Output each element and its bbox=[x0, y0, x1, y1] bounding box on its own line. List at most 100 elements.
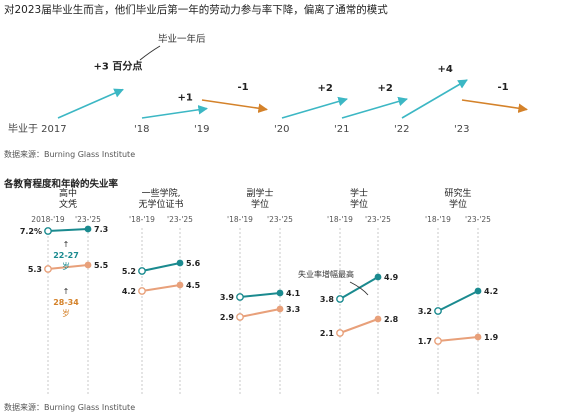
value-label-start: 2.9 bbox=[220, 313, 235, 322]
series-line bbox=[339, 276, 379, 300]
change-value-label: +2 bbox=[318, 83, 333, 94]
point-end bbox=[474, 333, 482, 341]
value-label-start: 5.3 bbox=[28, 265, 42, 274]
group-title: 学位 bbox=[251, 198, 269, 210]
change-value-label: +1 bbox=[178, 93, 193, 104]
value-label-end: 4.1 bbox=[286, 289, 301, 298]
group-title: 研究生 bbox=[444, 187, 471, 199]
point-end bbox=[176, 259, 184, 267]
period-label: '23-'25 bbox=[365, 215, 391, 224]
point-start bbox=[336, 329, 344, 337]
change-arrow bbox=[401, 79, 468, 119]
source-note-top: 数据来源：Burning Glass Institute bbox=[4, 150, 136, 159]
cohort-label: '21 bbox=[334, 124, 349, 135]
period-label: '23-'25 bbox=[75, 215, 101, 224]
age-arrow-older: ↑ bbox=[63, 287, 70, 296]
cohort-label: 毕业于 2017 bbox=[8, 122, 67, 135]
series-line bbox=[141, 262, 181, 272]
change-value-label: +2 bbox=[378, 83, 393, 94]
point-end bbox=[374, 315, 382, 323]
subtitle: 各教育程度和年龄的失业率 bbox=[4, 179, 119, 190]
lfpr-change-chart: 毕业于 2017 +3 百分点 '18 +1 '19 -1 '20 +2 '21 +2 '22 +4 '… bbox=[8, 33, 528, 135]
point-end bbox=[176, 281, 184, 289]
period-label: '23-'25 bbox=[465, 215, 491, 224]
point-end bbox=[474, 287, 482, 295]
age-label-young: 22-27 bbox=[53, 251, 79, 260]
point-end bbox=[374, 273, 382, 281]
source-note-bottom: 数据来源：Burning Glass Institute bbox=[4, 403, 136, 412]
callout-text: 失业率增幅最高 bbox=[298, 269, 354, 279]
value-label-end: 4.9 bbox=[384, 273, 399, 282]
change-arrow bbox=[57, 88, 124, 119]
series-line bbox=[437, 336, 479, 342]
value-label-end: 4.5 bbox=[186, 281, 201, 290]
group-title: 无学位证书 bbox=[138, 198, 183, 210]
cohort-label: '18 bbox=[134, 124, 149, 135]
change-value-label: -1 bbox=[238, 82, 249, 93]
value-label-start: 5.2 bbox=[122, 267, 136, 276]
series-line bbox=[47, 228, 89, 232]
value-label-end: 1.9 bbox=[484, 333, 499, 342]
period-label: '23-'25 bbox=[167, 215, 193, 224]
series-line bbox=[239, 308, 281, 318]
series-line bbox=[141, 284, 181, 292]
group-title: 副学士 bbox=[246, 187, 273, 199]
cohort-label: '23 bbox=[454, 124, 469, 135]
point-end bbox=[84, 261, 92, 269]
change-value-label: -1 bbox=[498, 82, 509, 93]
group-title: 一些学院, bbox=[142, 187, 181, 199]
annotation-text: 毕业一年后 bbox=[158, 33, 206, 45]
annotation-pointer bbox=[139, 45, 161, 61]
value-label-start: 3.9 bbox=[220, 293, 235, 302]
value-label-start: 3.8 bbox=[320, 295, 335, 304]
group-title: 文凭 bbox=[59, 198, 77, 210]
series-line bbox=[437, 290, 479, 312]
value-label-end: 5.6 bbox=[186, 259, 201, 268]
change-arrow bbox=[341, 96, 408, 119]
value-label-end: 7.3 bbox=[94, 225, 108, 234]
callout-pointer bbox=[349, 281, 369, 296]
value-label-start: 4.2 bbox=[122, 287, 136, 296]
period-label: '18-'19 bbox=[425, 215, 451, 224]
point-start bbox=[236, 313, 244, 321]
value-label-start: 2.1 bbox=[320, 329, 335, 338]
point-start bbox=[236, 293, 244, 301]
period-label: '23-'25 bbox=[267, 215, 293, 224]
value-label-end: 5.5 bbox=[94, 261, 109, 270]
value-label-start: 7.2% bbox=[20, 227, 42, 236]
age-label-older: 28-34 bbox=[53, 298, 79, 307]
point-end bbox=[276, 289, 284, 297]
value-label-end: 2.8 bbox=[384, 315, 399, 324]
cohort-label: '22 bbox=[394, 124, 409, 135]
change-value-label: +3 百分点 bbox=[94, 60, 143, 73]
change-arrow bbox=[141, 104, 208, 119]
point-start bbox=[434, 337, 442, 345]
group-title: 学士 bbox=[350, 187, 368, 199]
value-label-end: 3.3 bbox=[286, 305, 300, 314]
cohort-label: '20 bbox=[274, 124, 289, 135]
age-arrow-young: ↑ bbox=[63, 240, 70, 249]
series-line bbox=[47, 264, 89, 270]
period-label: 2018-'19 bbox=[31, 215, 65, 224]
series-line bbox=[339, 318, 379, 334]
value-label-start: 3.2 bbox=[418, 307, 432, 316]
group-title: 学位 bbox=[350, 198, 368, 210]
period-label: '18-'19 bbox=[129, 215, 155, 224]
point-start bbox=[138, 287, 146, 295]
point-start bbox=[44, 227, 52, 235]
series-line bbox=[239, 292, 281, 298]
point-start bbox=[138, 267, 146, 275]
point-start bbox=[434, 307, 442, 315]
headline: 对2023届毕业生而言，他们毕业后第一年的劳动力参与率下降，偏离了通常的模式 bbox=[4, 4, 388, 16]
age-unit-young: 岁 bbox=[62, 261, 70, 271]
age-unit-older: 岁 bbox=[62, 308, 70, 318]
group-title: 学位 bbox=[449, 198, 467, 210]
value-label-end: 4.2 bbox=[484, 287, 498, 296]
point-start bbox=[44, 265, 52, 273]
group-title: 高中 bbox=[59, 187, 77, 199]
point-end bbox=[84, 225, 92, 233]
period-label: '18-'19 bbox=[227, 215, 253, 224]
value-label-start: 1.7 bbox=[418, 337, 432, 346]
change-arrow bbox=[281, 96, 348, 119]
